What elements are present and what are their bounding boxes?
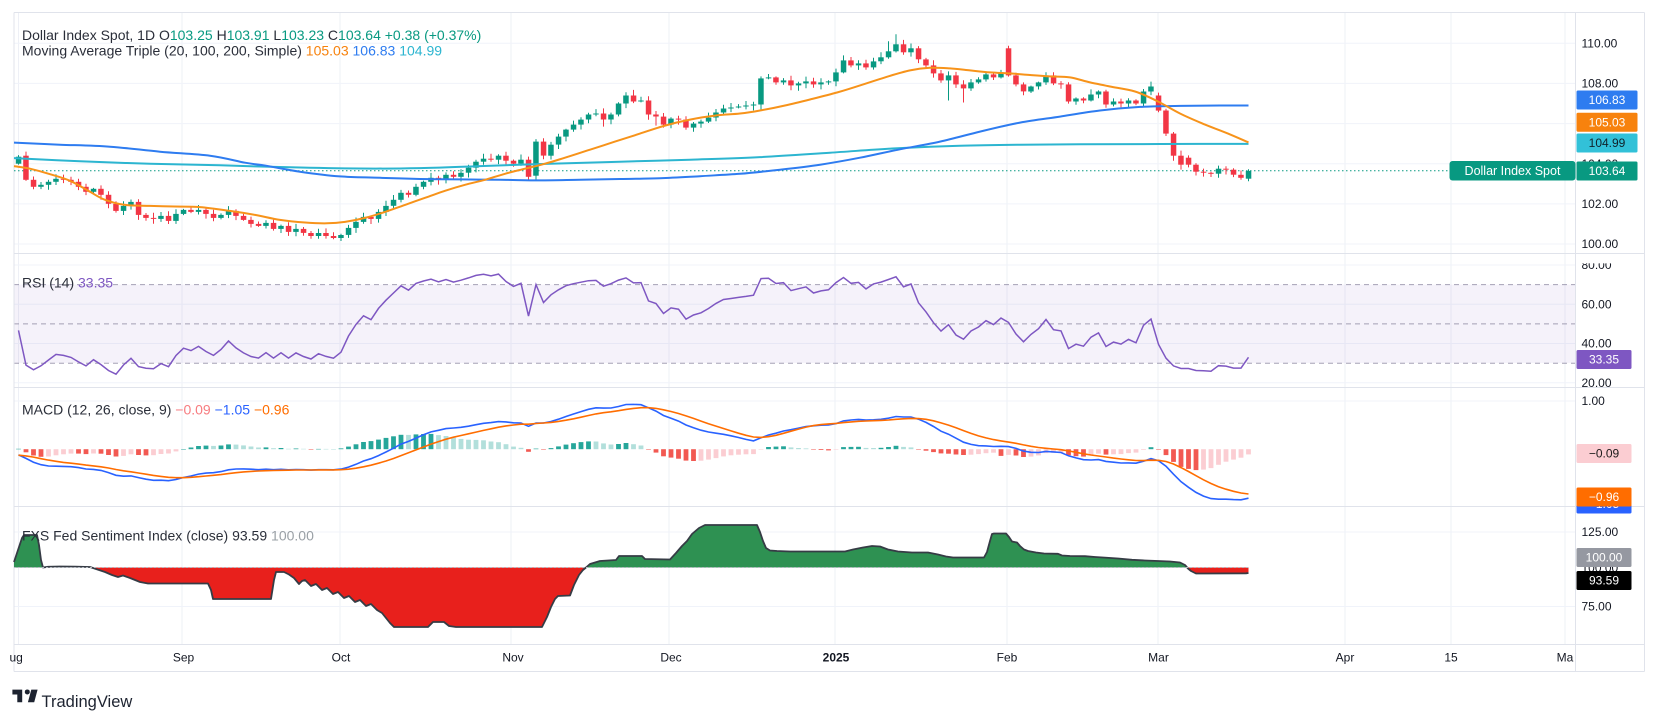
svg-text:Dec: Dec <box>660 651 681 665</box>
svg-text:75.00: 75.00 <box>1582 600 1612 614</box>
svg-text:104.99: 104.99 <box>1589 136 1626 150</box>
svg-text:Feb: Feb <box>997 651 1018 665</box>
svg-text:RSI (14) 33.35: RSI (14) 33.35 <box>22 275 113 291</box>
svg-text:125.00: 125.00 <box>1582 525 1619 539</box>
svg-text:Apr: Apr <box>1336 651 1355 665</box>
svg-text:40.00: 40.00 <box>1582 337 1612 351</box>
svg-text:ug: ug <box>10 651 23 665</box>
svg-text:1.00: 1.00 <box>1582 394 1606 408</box>
svg-text:93.59: 93.59 <box>1589 574 1619 588</box>
svg-text:103.64: 103.64 <box>1589 164 1626 178</box>
svg-text:80.00: 80.00 <box>1582 258 1612 272</box>
svg-text:100.00: 100.00 <box>1586 551 1623 565</box>
svg-text:FXS Fed Sentiment Index (close: FXS Fed Sentiment Index (close) 93.59 10… <box>22 528 314 544</box>
svg-text:15: 15 <box>1444 651 1458 665</box>
svg-text:108.00: 108.00 <box>1582 77 1619 91</box>
svg-text:Ma: Ma <box>1557 651 1574 665</box>
svg-text:110.00: 110.00 <box>1582 37 1618 51</box>
svg-text:Oct: Oct <box>332 651 351 665</box>
svg-text:102.00: 102.00 <box>1582 197 1619 211</box>
svg-text:100.00: 100.00 <box>1582 237 1619 251</box>
svg-text:Dollar Index Spot: Dollar Index Spot <box>1465 164 1561 178</box>
svg-text:TradingView: TradingView <box>42 693 133 711</box>
svg-text:33.35: 33.35 <box>1589 353 1619 367</box>
svg-text:Moving Average Triple (20, 100: Moving Average Triple (20, 100, 200, Sim… <box>22 43 442 59</box>
svg-text:Mar: Mar <box>1148 651 1169 665</box>
svg-text:105.03: 105.03 <box>1589 116 1626 130</box>
svg-text:MACD (12, 26, close, 9) −0.09: MACD (12, 26, close, 9) −0.09 −1.05 −0.9… <box>22 402 290 418</box>
svg-text:Nov: Nov <box>502 651 523 665</box>
svg-text:Sep: Sep <box>173 651 195 665</box>
svg-text:−0.96: −0.96 <box>1589 490 1620 504</box>
svg-text:2025: 2025 <box>823 651 850 665</box>
svg-text:Dollar Index Spot, 1D O103.25: Dollar Index Spot, 1D O103.25 H103.91 L1… <box>22 27 481 43</box>
svg-text:106.83: 106.83 <box>1589 93 1626 107</box>
svg-text:20.00: 20.00 <box>1582 376 1612 390</box>
svg-text:−0.09: −0.09 <box>1589 447 1620 461</box>
svg-text:60.00: 60.00 <box>1582 298 1612 312</box>
